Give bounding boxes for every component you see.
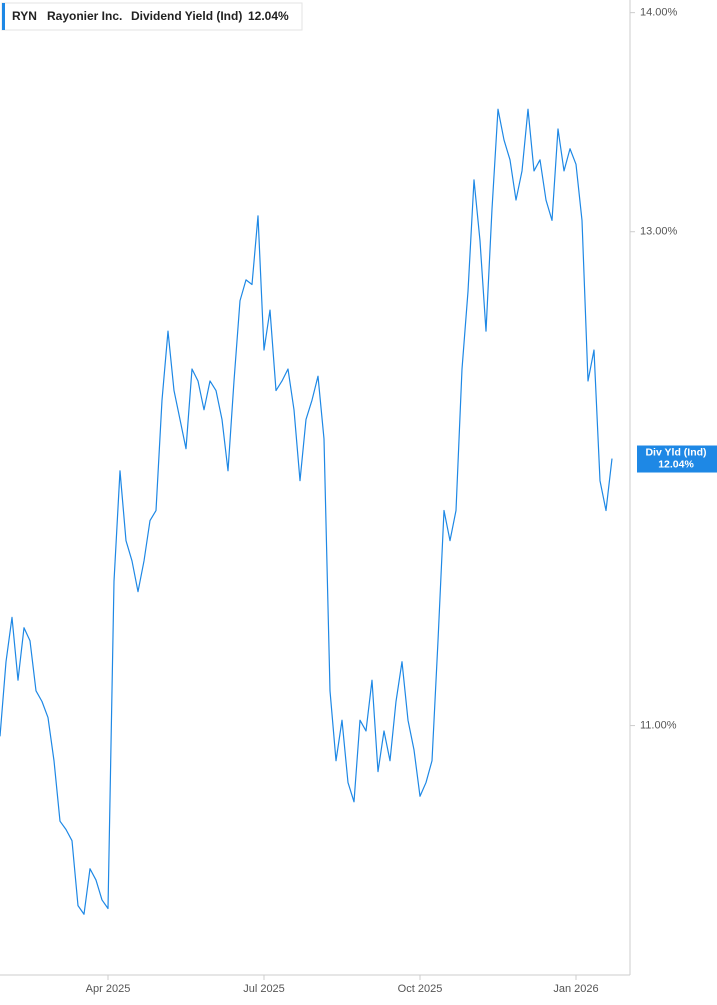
legend: RYN Rayonier Inc. Dividend Yield (Ind) 1… xyxy=(1,2,303,31)
y-tick-label: 14.00% xyxy=(640,7,678,19)
last-value-value: 12.04% xyxy=(658,458,694,470)
legend-company: Rayonier Inc. xyxy=(47,9,122,23)
last-value-label: Div Yld (Ind)12.04% xyxy=(637,445,717,473)
x-tick-label: Oct 2025 xyxy=(398,983,443,995)
x-tick-label: Jul 2025 xyxy=(243,983,285,995)
y-tick-label: 11.00% xyxy=(640,719,677,731)
legend-metric: Dividend Yield (Ind) xyxy=(131,9,242,23)
legend-box xyxy=(1,2,303,31)
legend-value: 12.04% xyxy=(248,9,289,23)
line xyxy=(0,108,613,915)
y-tick-label: 13.00% xyxy=(640,226,678,238)
x-tick-label: Jan 2026 xyxy=(553,983,598,995)
x-tick-label: Apr 2025 xyxy=(86,983,131,995)
legend-ticker: RYN xyxy=(12,9,37,23)
last-value-box xyxy=(637,445,717,473)
legend-swatch xyxy=(2,3,5,30)
last-value-name: Div Yld (Ind) xyxy=(645,446,706,458)
